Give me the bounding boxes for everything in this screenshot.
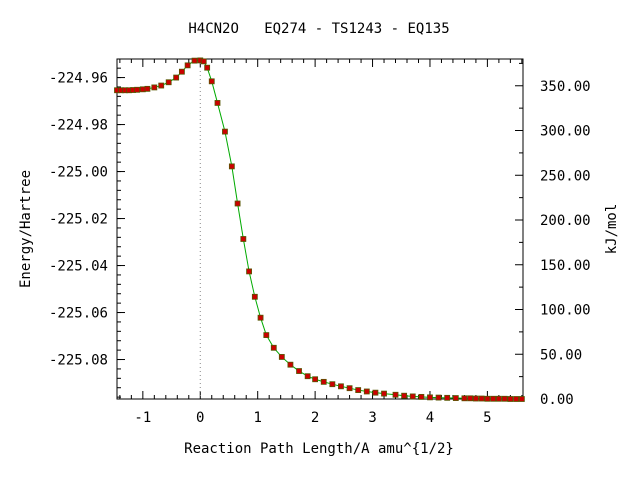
data-point <box>401 392 408 399</box>
chart-title: H4CN2O EQ274 - TS1243 - EQ135 <box>188 21 449 37</box>
plot-frame <box>116 58 524 400</box>
data-point <box>518 396 525 402</box>
y2-tick-label: 50.00 <box>540 347 582 363</box>
axes: -1 0 1 2 3 4 5 -224.96 -224.98 -225.00 -225.02 -225… <box>49 59 591 426</box>
data-point <box>444 394 451 401</box>
data-point <box>287 361 294 368</box>
data-point <box>484 395 491 402</box>
y-tick-label: -225.02 <box>49 212 108 228</box>
data-point <box>312 376 319 383</box>
data-point <box>296 368 302 374</box>
data-point <box>435 394 442 401</box>
data-point <box>338 383 344 390</box>
y2-tick-label: 250.00 <box>540 168 591 184</box>
data-point <box>158 82 165 89</box>
y-axis-label: Energy/Hartree <box>18 170 34 288</box>
y2-tick-label: 100.00 <box>540 303 591 319</box>
data-point <box>418 393 425 400</box>
y2-tick-label: 200.00 <box>540 213 591 229</box>
y-tick-label: -225.00 <box>49 165 108 181</box>
data-point <box>329 381 336 388</box>
data-point <box>234 200 241 207</box>
x-tick-label: 0 <box>196 410 204 426</box>
y-tick-label: -225.06 <box>49 306 108 322</box>
data-point <box>320 378 327 385</box>
data-point <box>355 387 362 393</box>
data-point <box>478 395 485 402</box>
data-point <box>409 393 416 400</box>
y2-tick-label: 300.00 <box>540 124 591 140</box>
y-tick-label: -224.96 <box>49 71 108 87</box>
y-tick-label: -225.04 <box>49 259 108 275</box>
data-point <box>513 396 520 402</box>
y-tick-label: -224.98 <box>49 118 108 134</box>
data-point <box>178 68 185 75</box>
data-point <box>381 390 387 397</box>
x-tick-label: 5 <box>483 410 491 426</box>
data-point <box>173 74 180 81</box>
data-point <box>246 268 252 275</box>
x-tick-label: 4 <box>426 410 434 426</box>
marker-layer <box>114 57 525 402</box>
data-point <box>270 344 277 351</box>
y-tick-label: -225.08 <box>49 353 108 369</box>
data-point <box>228 163 235 170</box>
data-point <box>495 395 502 402</box>
data-point <box>490 395 497 402</box>
data-point <box>278 354 285 360</box>
data-point <box>467 395 474 402</box>
data-point <box>257 314 264 321</box>
data-point <box>372 389 379 396</box>
x-tick-label: 1 <box>253 410 261 426</box>
data-point <box>134 86 141 93</box>
data-point <box>363 388 370 395</box>
data-point <box>208 78 215 85</box>
data-point <box>200 58 207 65</box>
data-point <box>214 100 221 106</box>
data-point <box>461 395 468 402</box>
y2-tick-label: 150.00 <box>540 258 591 274</box>
data-point <box>452 395 459 401</box>
data-point <box>392 391 399 398</box>
data-point <box>507 396 514 402</box>
data-point <box>427 394 433 401</box>
data-point <box>251 293 258 300</box>
x-axis-label: Reaction Path Length/A amu^{1/2} <box>184 441 454 457</box>
y2-tick-label: 350.00 <box>540 79 591 95</box>
energy-curve <box>117 59 522 400</box>
data-point <box>144 85 151 92</box>
y2-axis-label: kJ/mol <box>604 204 620 255</box>
data-point <box>346 385 353 392</box>
x-tick-label: 3 <box>368 410 376 426</box>
data-point <box>263 332 270 338</box>
data-point <box>240 236 247 242</box>
x-tick-label: 2 <box>311 410 319 426</box>
data-point <box>473 395 479 402</box>
data-point <box>204 64 211 71</box>
data-point <box>151 84 158 91</box>
y2-tick-label: 0.00 <box>540 392 574 408</box>
data-point <box>304 373 311 380</box>
data-point <box>222 128 228 135</box>
x-tick-label: -1 <box>134 410 151 426</box>
data-point <box>501 395 508 402</box>
data-point <box>191 57 198 64</box>
data-point <box>165 79 172 86</box>
curve-layer <box>117 59 522 400</box>
data-point <box>184 62 191 69</box>
